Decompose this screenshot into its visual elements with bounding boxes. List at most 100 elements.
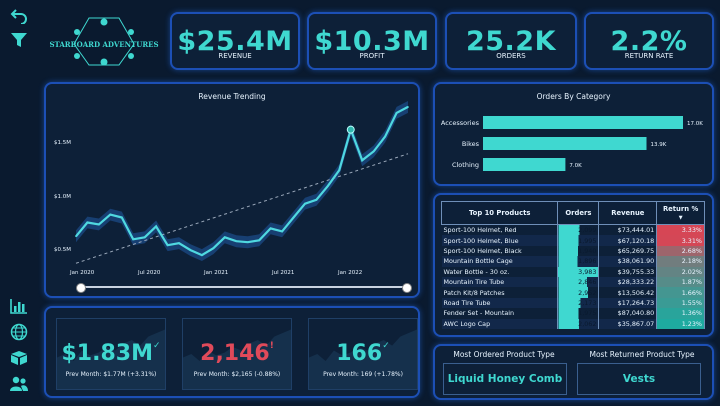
return-pct-cell: 2.68%	[656, 245, 705, 257]
table-row[interactable]: AWC Logo Cap 2,062 $35,867.07 1.23%	[441, 318, 705, 329]
data-point[interactable]	[201, 254, 203, 256]
most-returned-title: Most Returned Product Type	[589, 350, 695, 359]
table-row[interactable]: Sport-100 Helmet, Red 2,099 $73,444.01 3.33…	[441, 224, 705, 236]
bar-value-label: 7.0K	[569, 163, 582, 169]
category-bar[interactable]	[483, 116, 683, 129]
y-tick-label: $0.5M	[54, 247, 71, 253]
data-point[interactable]	[132, 238, 135, 241]
orders-by-category-panel: Orders By Category Accessories 17.0K Bikes…	[433, 82, 714, 186]
kpi-value: $25.4M	[177, 26, 293, 57]
filter-icon[interactable]	[9, 30, 29, 50]
data-point[interactable]	[395, 112, 398, 114]
monthly-kpi-value-text: $1.83M	[61, 341, 153, 366]
checkmark-icon: ✓	[152, 341, 161, 351]
table-row[interactable]: Patch Kit/8 Patches 2,952 $13,506.42 1.66%	[441, 287, 705, 298]
column-header-orders[interactable]: Orders	[557, 201, 600, 225]
date-range-slider-end-handle[interactable]	[402, 283, 412, 293]
kpi-label: REVENUE	[218, 52, 252, 60]
date-range-slider-start-handle[interactable]	[76, 283, 86, 293]
orders-cell: 2,099	[557, 224, 600, 236]
data-point[interactable]	[246, 241, 249, 244]
data-point[interactable]	[212, 247, 215, 249]
customers-icon[interactable]	[9, 374, 29, 394]
data-point[interactable]	[269, 227, 272, 230]
kpi-card-profit: $10.3M PROFIT	[307, 12, 437, 70]
product-name-cell: Patch Kit/8 Patches	[441, 287, 559, 298]
monthly-kpi-value-text: 2,146	[200, 341, 270, 366]
kpi-value: $10.3M	[314, 26, 430, 57]
revenue-cell: $65,269.75	[598, 245, 658, 257]
product-box-icon[interactable]	[9, 348, 29, 368]
product-name-cell: Mountain Bottle Cage	[441, 256, 559, 267]
monthly-kpi-prev: Prev Month: $2,165 (-0.88%)	[193, 371, 281, 378]
table-row[interactable]: Fender Set - Mountain 1,975 $87,040.80 1.36…	[441, 308, 705, 319]
revenue-cell: $39,755.33	[598, 266, 658, 277]
orders-cell: 3,983	[557, 266, 600, 277]
table-row[interactable]: Sport-100 Helmet, Blue 1,995 $67,120.18 3.3…	[441, 235, 705, 246]
x-tick-label: Jan 2022	[338, 270, 363, 276]
column-header-revenue[interactable]: Revenue	[598, 201, 658, 225]
data-point[interactable]	[109, 213, 112, 216]
most-ordered-value: Liquid Honey Comb	[443, 363, 567, 395]
bar-chart-icon[interactable]	[9, 296, 29, 316]
data-point[interactable]	[346, 125, 355, 134]
globe-icon[interactable]	[9, 322, 29, 342]
undo-icon[interactable]	[9, 6, 29, 26]
revenue-cell: $67,120.18	[598, 235, 658, 246]
data-point[interactable]	[98, 223, 100, 226]
data-point[interactable]	[189, 249, 192, 251]
most-returned-value: Vests	[577, 363, 701, 395]
data-point[interactable]	[75, 235, 77, 238]
x-tick-label: Jul 2020	[138, 270, 161, 276]
data-point[interactable]	[384, 135, 386, 138]
data-point[interactable]	[292, 216, 295, 219]
data-point[interactable]	[258, 239, 260, 242]
data-point[interactable]	[327, 185, 329, 187]
logo-emblem-icon	[73, 17, 135, 66]
monthly-kpi-card: 166✓ Prev Month: 169 (+1.78%)	[308, 318, 418, 390]
data-point[interactable]	[143, 236, 146, 239]
orders-cell: 2,173	[557, 297, 600, 309]
kpi-label: PROFIT	[359, 52, 385, 60]
return-pct-cell: 2.18%	[656, 256, 705, 267]
date-range-slider-track[interactable]	[80, 286, 406, 288]
data-point[interactable]	[304, 202, 306, 205]
monthly-kpi-card: $1.83M✓ Prev Month: $1.77M (+3.31%)	[56, 318, 166, 390]
data-point[interactable]	[361, 159, 364, 162]
table-row[interactable]: Sport-100 Helmet, Black 1,940 $65,269.75 2.…	[441, 245, 705, 257]
data-point[interactable]	[338, 169, 341, 171]
table-row[interactable]: Mountain Bottle Cage 1,896 $38,061.90 2.18%	[441, 256, 705, 267]
sparkline-area	[57, 329, 165, 389]
data-point[interactable]	[407, 106, 409, 108]
data-point[interactable]	[281, 230, 283, 233]
table-row[interactable]: Water Bottle - 30 oz. 3,983 $39,755.33 2.02…	[441, 266, 705, 277]
data-point[interactable]	[372, 150, 375, 153]
category-bar[interactable]	[483, 137, 647, 150]
column-header-product[interactable]: Top 10 Products	[440, 201, 559, 225]
data-point[interactable]	[315, 198, 318, 201]
column-header-return-pct[interactable]: Return % ▼	[656, 201, 705, 225]
category-label: Bikes	[462, 140, 480, 148]
return-pct-cell: 1.36%	[656, 308, 705, 319]
data-point[interactable]	[155, 225, 157, 228]
product-name-cell: AWC Logo Cap	[441, 318, 559, 329]
data-point[interactable]	[224, 236, 226, 239]
category-bar[interactable]	[483, 158, 566, 171]
top-10-products-table: Top 10 Products Orders Revenue Return % ▼…	[440, 201, 705, 329]
data-point[interactable]	[166, 244, 169, 246]
data-point[interactable]	[86, 221, 89, 224]
revenue-series-line	[75, 105, 409, 257]
data-point[interactable]	[120, 216, 123, 219]
sidebar	[0, 0, 38, 406]
kpi-value: 25.2K	[465, 26, 557, 57]
table-row[interactable]: Mountain Tire Tube 2,846 $28,333.22 1.87%	[441, 276, 705, 288]
data-point[interactable]	[235, 240, 238, 243]
return-pct-cell: 3.33%	[656, 224, 705, 236]
table-row[interactable]: Road Tire Tube 2,173 $17,264.73 1.55%	[441, 297, 705, 309]
monthly-kpi-value-text: 166	[336, 341, 383, 366]
checkmark-icon: ✓	[382, 341, 390, 351]
bar-value-label: 17.0K	[687, 121, 703, 127]
orders-cell: 1,896	[557, 256, 600, 267]
data-point[interactable]	[178, 242, 180, 245]
revenue-cell: $73,444.01	[598, 224, 658, 236]
